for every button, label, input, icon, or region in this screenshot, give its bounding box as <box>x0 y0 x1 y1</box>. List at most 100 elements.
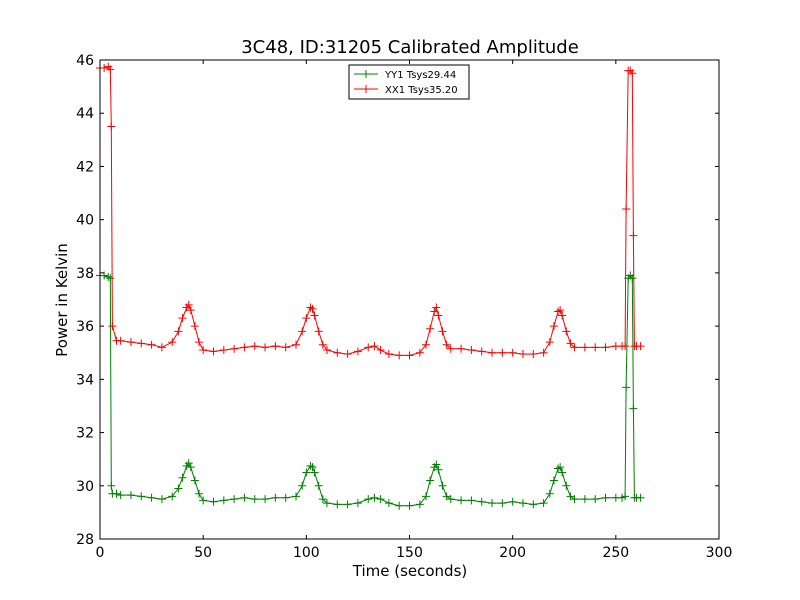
data-point <box>488 348 497 357</box>
data-point <box>426 476 435 485</box>
data-point <box>137 492 146 501</box>
legend-marker-1 <box>362 70 370 78</box>
data-point <box>199 346 208 355</box>
data-point <box>333 500 342 509</box>
data-point <box>580 343 589 352</box>
data-point <box>529 500 538 509</box>
data-point <box>395 351 404 360</box>
y-tick-label: 42 <box>76 159 94 175</box>
data-point <box>219 496 228 505</box>
legend-marker-2 <box>362 85 370 93</box>
data-point <box>333 348 342 357</box>
data-point <box>230 344 239 353</box>
data-point <box>186 306 195 315</box>
data-point <box>628 69 637 78</box>
data-point <box>322 499 331 508</box>
data-point <box>434 465 443 474</box>
data-point <box>302 468 311 477</box>
legend-frame <box>348 64 470 100</box>
data-point <box>100 63 109 72</box>
data-point <box>422 492 431 501</box>
data-point <box>168 338 177 347</box>
data-point <box>314 481 323 490</box>
data-point <box>518 350 527 359</box>
data-point <box>558 468 567 477</box>
data-point <box>261 343 270 352</box>
data-point <box>566 339 575 348</box>
data-point <box>549 476 558 485</box>
data-point <box>178 473 187 482</box>
data-point <box>580 495 589 504</box>
tick-layer: 0 50 100 150 200 250 300 28 30 32 34 36 38 40 42 44 46 <box>76 53 732 561</box>
data-point <box>446 344 455 353</box>
chart-title: 3C48, ID:31205 Calibrated Amplitude <box>241 37 579 58</box>
y-tick-label: 32 <box>76 426 94 442</box>
data-point <box>621 342 630 351</box>
data-point <box>318 340 327 349</box>
data-point <box>558 311 567 320</box>
data-point <box>432 460 441 469</box>
data-point <box>629 404 638 413</box>
data-point <box>364 343 373 352</box>
data-point <box>107 122 116 131</box>
x-tick-label: 0 <box>96 545 105 561</box>
data-point <box>621 492 630 501</box>
data-point <box>271 342 280 351</box>
data-point <box>395 501 404 510</box>
data-point <box>353 499 362 508</box>
x-tick-label: 250 <box>602 545 629 561</box>
data-point <box>126 338 135 347</box>
data-point <box>636 493 645 502</box>
data-point <box>370 493 379 502</box>
data-point <box>219 346 228 355</box>
data-point <box>184 300 193 309</box>
data-point <box>405 351 414 360</box>
data-point <box>178 314 187 323</box>
data-point <box>488 499 497 508</box>
y-tick-label: 34 <box>76 372 94 388</box>
data-point <box>629 231 638 240</box>
data-point <box>549 322 558 331</box>
data-point <box>292 492 301 501</box>
x-tick-label: 200 <box>499 545 526 561</box>
data-point <box>405 501 414 510</box>
x-tick-label: 100 <box>293 545 320 561</box>
y-tick-label: 38 <box>76 266 94 282</box>
x-tick-label: 300 <box>706 545 733 561</box>
data-point <box>250 495 259 504</box>
data-point <box>438 481 447 490</box>
data-point <box>126 491 135 500</box>
data-point <box>591 495 600 504</box>
data-point <box>157 343 166 352</box>
x-tick-label: 150 <box>396 545 423 561</box>
data-point <box>566 492 575 501</box>
data-point <box>539 348 548 357</box>
data-point <box>430 307 439 316</box>
data-point <box>116 336 125 345</box>
data-point <box>545 338 554 347</box>
data-point <box>147 340 156 349</box>
data-point <box>636 342 645 351</box>
data-point <box>376 346 385 355</box>
data-point <box>554 307 563 316</box>
y-tick-label: 28 <box>76 532 94 548</box>
data-point <box>322 346 331 355</box>
data-point <box>343 500 352 509</box>
data-point <box>415 348 424 357</box>
data-point <box>432 303 441 312</box>
data-point <box>186 463 195 472</box>
data-point <box>438 327 447 336</box>
data-point <box>240 493 249 502</box>
data-point <box>370 342 379 351</box>
data-point <box>498 499 507 508</box>
data-point <box>556 463 565 472</box>
data-point <box>376 495 385 504</box>
data-point <box>240 343 249 352</box>
data-point <box>343 350 352 359</box>
data-point <box>116 491 125 500</box>
data-point <box>190 322 199 331</box>
x-axis-title: Time (seconds) <box>352 562 468 580</box>
data-point <box>314 327 323 336</box>
data-point <box>467 496 476 505</box>
data-point <box>250 342 259 351</box>
